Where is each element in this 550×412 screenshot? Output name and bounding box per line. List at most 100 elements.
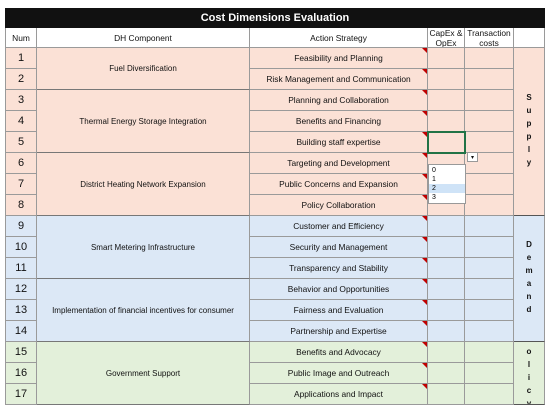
transaction-cell[interactable] [465,300,514,321]
transaction-cell[interactable] [465,69,514,90]
dropdown-option[interactable]: 3 [429,193,465,202]
transaction-cell[interactable] [465,111,514,132]
transaction-cell[interactable] [465,237,514,258]
action-strategy: Risk Management and Communication [250,69,428,90]
action-strategy: Feasibility and Planning [250,48,428,69]
capex-cell[interactable] [428,216,465,237]
transaction-cell[interactable] [465,279,514,300]
dropdown-button[interactable]: ▾ [467,152,478,162]
transaction-cell[interactable] [465,321,514,342]
row-number: 14 [5,321,37,342]
transaction-cell[interactable] [465,342,514,363]
action-strategy: Benefits and Financing [250,111,428,132]
row-number: 11 [5,258,37,279]
comment-marker [422,300,427,305]
comment-marker [422,111,427,116]
action-strategy: Policy Collaboration [250,195,428,216]
capex-cell[interactable] [428,363,465,384]
section-label: Supply [514,48,545,216]
dh-component: District Heating Network Expansion [37,153,250,216]
row-number: 17 [5,384,37,405]
transaction-cell[interactable] [465,132,514,153]
comment-marker [422,237,427,242]
action-strategy: Applications and Impact [250,384,428,405]
comment-marker [422,384,427,389]
action-strategy: Public Image and Outreach [250,363,428,384]
comment-marker [422,321,427,326]
transaction-cell[interactable] [465,363,514,384]
action-strategy: Fairness and Evaluation [250,300,428,321]
column-header: CapEx & OpEx [428,28,465,48]
action-strategy: Public Concerns and Expansion [250,174,428,195]
action-strategy: Building staff expertise [250,132,428,153]
capex-cell[interactable] [428,69,465,90]
transaction-cell[interactable] [465,174,514,195]
comment-marker [422,279,427,284]
transaction-cell[interactable] [465,48,514,69]
comment-marker [422,258,427,263]
dh-component: Implementation of financial incentives f… [37,279,250,342]
row-number: 7 [5,174,37,195]
action-strategy: Transparency and Stability [250,258,428,279]
row-number: 2 [5,69,37,90]
row-number: 16 [5,363,37,384]
action-strategy: Partnership and Expertise [250,321,428,342]
header-blank [514,28,545,48]
capex-cell[interactable] [428,48,465,69]
transaction-cell[interactable] [465,195,514,216]
column-header: DH Component [37,28,250,48]
capex-cell[interactable] [428,111,465,132]
dropdown-option[interactable]: 2 [429,184,465,193]
action-strategy: Benefits and Advocacy [250,342,428,363]
row-number: 6 [5,153,37,174]
action-strategy: Targeting and Development [250,153,428,174]
column-header: Action Strategy [250,28,428,48]
dh-component: Smart Metering Infrastructure [37,216,250,279]
column-header: Num [5,28,37,48]
row-number: 10 [5,237,37,258]
capex-cell[interactable] [428,342,465,363]
capex-cell[interactable] [428,237,465,258]
action-strategy: Customer and Efficiency [250,216,428,237]
comment-marker [422,195,427,200]
capex-cell[interactable] [428,321,465,342]
comment-marker [422,153,427,158]
row-number: 8 [5,195,37,216]
row-number: 1 [5,48,37,69]
transaction-cell[interactable] [465,216,514,237]
capex-cell[interactable] [428,279,465,300]
action-strategy: Behavior and Opportunities [250,279,428,300]
dh-component: Fuel Diversification [37,48,250,90]
comment-marker [422,342,427,347]
section-label: Policy [514,342,545,405]
capex-cell[interactable] [428,384,465,405]
dh-component: Government Support [37,342,250,405]
section-label: Demand [514,216,545,342]
dh-component: Thermal Energy Storage Integration [37,90,250,153]
comment-marker [422,48,427,53]
comment-marker [422,363,427,368]
capex-cell[interactable] [428,90,465,111]
transaction-cell[interactable] [465,90,514,111]
title-bar: Cost Dimensions Evaluation [5,8,545,28]
comment-marker [422,69,427,74]
dropdown-option[interactable]: 1 [429,175,465,184]
selected-cell[interactable] [427,131,466,154]
column-header: Transaction costs [465,28,514,48]
capex-cell[interactable] [428,300,465,321]
action-strategy: Security and Management [250,237,428,258]
comment-marker [422,216,427,221]
row-number: 12 [5,279,37,300]
transaction-cell[interactable] [465,384,514,405]
row-number: 5 [5,132,37,153]
action-strategy: Planning and Collaboration [250,90,428,111]
row-number: 9 [5,216,37,237]
capex-cell[interactable] [428,258,465,279]
transaction-cell[interactable] [465,258,514,279]
dropdown-option[interactable]: 0 [429,166,465,175]
comment-marker [422,132,427,137]
row-number: 13 [5,300,37,321]
comment-marker [422,90,427,95]
comment-marker [422,174,427,179]
